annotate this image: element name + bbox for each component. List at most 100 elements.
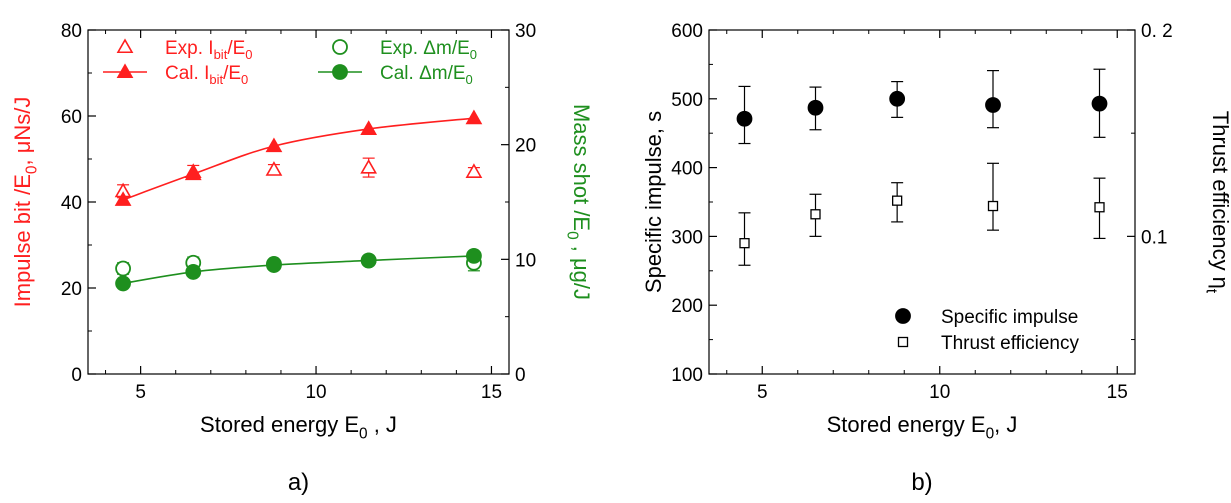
y-right-axis-label-post: , μg/J (569, 240, 594, 300)
data-point (807, 99, 824, 116)
y-left-tick-label: 0 (71, 365, 82, 386)
y-right-axis-label: Thrust efficiency ηt (1202, 111, 1231, 294)
y-right-axis-label-main: Mass shot /E (569, 104, 594, 231)
legend-label: Cal. Ibit/E0 (165, 63, 248, 87)
x-axis-label-post: , J (368, 412, 397, 437)
x-tick-label: 10 (929, 382, 950, 403)
data-point (360, 158, 378, 174)
panel-label: b) (911, 469, 932, 496)
x-axis-label-main: Stored energy E (200, 412, 359, 437)
panel-b: 5 10 15 100 200 300 400 500 600 0.1 0. 2 Stored ene… (641, 21, 1231, 496)
data-point (1091, 95, 1108, 112)
y-right-axis-label-sub: t (1202, 289, 1219, 294)
legend-text: Cal. I (165, 63, 209, 84)
x-tick-label: 10 (305, 382, 326, 403)
data-point (465, 109, 483, 125)
y-right-tick-label: 0. 2 (1141, 21, 1173, 42)
y-left-axis-label: Impulse bit /E0, μNs/J (10, 97, 41, 308)
y-right-tick-label: 20 (515, 136, 536, 157)
y-right-axis-label: Mass shot /E0 , μg/J (563, 104, 594, 300)
data-point (115, 275, 131, 292)
series-0 (736, 68, 1108, 145)
legend-sub: 0 (470, 47, 477, 62)
data-point (115, 260, 131, 277)
legend-text: Exp. I (165, 38, 214, 59)
legend-sub: bit (214, 47, 228, 62)
data-point (265, 161, 283, 176)
legend-label: Specific impulse (941, 307, 1078, 328)
legend-sub: 0 (466, 72, 473, 87)
y-left-tick-label: 20 (61, 279, 82, 300)
y-left-tick-label: 80 (61, 21, 82, 42)
data-point (895, 308, 911, 324)
legend-text: /E (223, 63, 241, 84)
data-point (892, 195, 903, 206)
data-point (1094, 202, 1105, 213)
y-left-axis-label-post: , μNs/J (10, 97, 35, 166)
panel-label: a) (288, 469, 309, 496)
series-1 (738, 162, 1106, 266)
x-axis-label-sub: 0 (986, 426, 995, 443)
x-tick-label: 5 (757, 382, 768, 403)
legend-label: Exp. Ibit/E0 (165, 38, 253, 62)
y-right-tick-label: 0.1 (1141, 227, 1167, 248)
y-right-tick-label: 30 (515, 21, 536, 42)
legend-sub: bit (209, 72, 223, 87)
data-point (889, 90, 906, 107)
x-axis-label: Stored energy E0, J (827, 412, 1018, 443)
legend-label: Thrust efficiency (941, 333, 1079, 354)
legend-sub: 0 (241, 72, 248, 87)
y-left-axis-label-main: Impulse bit /E (10, 174, 35, 307)
data-point (114, 191, 132, 206)
x-axis-label-main: Stored energy E (827, 412, 986, 437)
legend-label: Exp. Δm/E0 (380, 38, 477, 62)
data-point (987, 200, 999, 212)
data-point (465, 163, 483, 178)
x-axis-label-sub: 0 (359, 426, 368, 443)
y-left-tick-label: 40 (61, 193, 82, 214)
data-point (266, 257, 282, 273)
legend: Specific impulse Thrust efficiency (895, 307, 1079, 354)
data-point (185, 264, 202, 280)
y-right-axis-label-main: Thrust efficiency η (1208, 111, 1231, 289)
series-1 (114, 109, 483, 206)
data-point (897, 336, 909, 348)
legend-label: Cal. Δm/E0 (380, 63, 473, 87)
data-point (985, 97, 1001, 113)
data-point (810, 209, 821, 220)
y-right-tick-label: 10 (515, 250, 536, 271)
legend-text: Cal. Δm/E (380, 63, 466, 84)
y-left-axis-label: Specific impulse, s (641, 111, 666, 293)
data-point (184, 165, 202, 181)
x-tick-label: 5 (135, 382, 146, 403)
series-2 (115, 252, 482, 277)
y-left-tick-label: 200 (671, 296, 703, 317)
x-axis-label: Stored energy E0 , J (200, 412, 397, 443)
y-left-tick-label: 500 (671, 90, 703, 111)
y-left-tick-label: 60 (61, 107, 82, 128)
x-tick-label: 15 (1107, 382, 1128, 403)
series-line (122, 117, 474, 201)
data-point (116, 63, 134, 79)
data-point (360, 120, 378, 135)
data-point (739, 238, 750, 249)
y-left-tick-label: 300 (671, 227, 703, 248)
legend-sub: 0 (245, 47, 252, 62)
y-left-tick-label: 100 (671, 365, 703, 386)
data-point (360, 252, 377, 269)
y-right-tick-label: 0 (515, 365, 526, 386)
data-point (265, 137, 283, 153)
series-3 (115, 247, 482, 292)
data-point (332, 64, 348, 80)
y-left-tick-label: 600 (671, 21, 703, 42)
y-right-axis-label-sub: 0 (563, 231, 580, 240)
data-point (736, 110, 753, 127)
y-left-axis-label-main: Specific impulse, s (641, 111, 666, 293)
y-left-tick-label: 400 (671, 159, 703, 180)
x-tick-label: 15 (481, 382, 502, 403)
data-point (332, 39, 348, 55)
series-0 (114, 157, 483, 199)
